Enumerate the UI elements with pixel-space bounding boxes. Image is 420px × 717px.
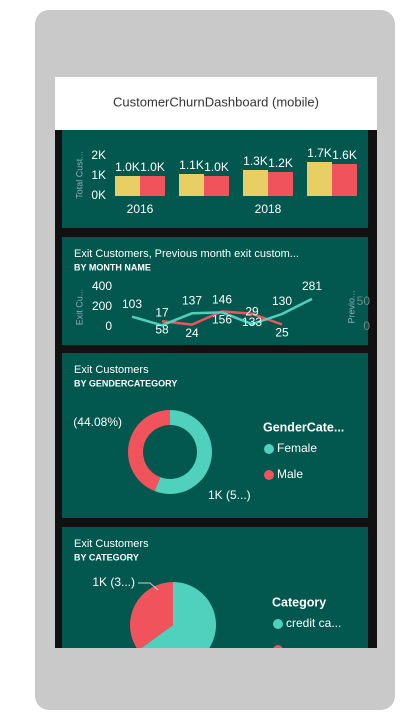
legend-label: Female xyxy=(277,441,317,455)
data-label: 130 xyxy=(272,294,292,308)
bar xyxy=(115,176,140,196)
tile-subtitle: BY CATEGORY xyxy=(74,552,139,562)
dashboard-title: CustomerChurnDashboard (mobile) xyxy=(113,94,319,109)
slice xyxy=(154,410,212,494)
slice xyxy=(127,410,170,492)
data-label: 137 xyxy=(182,293,202,307)
data-label: 1.7K xyxy=(307,146,332,160)
bar xyxy=(140,176,165,196)
x-tick-label: 2018 xyxy=(255,202,282,216)
bar xyxy=(204,176,229,196)
data-label: 103 xyxy=(122,297,142,311)
data-label: 1K (5...) xyxy=(208,488,251,502)
y-tick-label: 1K xyxy=(91,168,106,182)
tile-title: Exit Customers, Previous month exit cust… xyxy=(74,248,299,260)
slice xyxy=(141,582,216,648)
legend-marker xyxy=(273,645,283,648)
bar xyxy=(268,172,293,196)
bar xyxy=(179,174,204,196)
bar xyxy=(307,162,332,196)
y-tick-label: 2K xyxy=(91,148,106,162)
y-axis-title: Total Cust... xyxy=(74,151,84,199)
tile xyxy=(62,353,368,518)
tile-title: Exit Customers xyxy=(74,364,149,376)
bar xyxy=(332,164,357,196)
data-label: 1K (3...) xyxy=(92,575,135,589)
legend-marker xyxy=(264,444,274,454)
y-tick-label: 200 xyxy=(92,299,112,313)
data-label: 1.0K xyxy=(115,160,140,174)
data-label: 156 xyxy=(212,313,232,327)
slice xyxy=(130,582,173,648)
legend-marker xyxy=(264,470,274,480)
legend-label: credit ca... xyxy=(286,616,341,630)
legend-title: GenderCate... xyxy=(263,420,344,434)
tile-subtitle: BY GENDERCATEGORY xyxy=(74,378,177,388)
data-label: 58 xyxy=(155,322,169,336)
data-label: 1.0K xyxy=(204,160,229,174)
data-label: 1.2K xyxy=(268,156,293,170)
line xyxy=(131,297,313,327)
header xyxy=(55,77,377,130)
data-label: 17 xyxy=(155,305,169,319)
data-label: 1.6K xyxy=(332,148,357,162)
data-label: 281 xyxy=(302,279,322,293)
data-label: (44.08%) xyxy=(73,415,122,429)
y-axis-title: Exit Cu... xyxy=(74,289,84,326)
tile-subtitle: BY MONTH NAME xyxy=(74,262,151,272)
tile-title: Exit Customers xyxy=(74,538,149,550)
y-tick-label: 400 xyxy=(92,279,112,293)
data-label: 1.0K xyxy=(140,160,165,174)
tile xyxy=(62,237,368,345)
data-label: 24 xyxy=(185,326,199,340)
y2-tick-label: 0 xyxy=(363,319,370,333)
y2-axis-title: Previo... xyxy=(346,290,356,323)
data-label: 146 xyxy=(212,293,232,307)
legend-title: Category xyxy=(272,595,326,609)
legend-marker xyxy=(273,619,283,629)
y-tick-label: 0 xyxy=(105,319,112,333)
x-tick-label: 2016 xyxy=(127,202,154,216)
data-label: 133 xyxy=(242,315,262,329)
data-label: 25 xyxy=(275,326,289,340)
leader-line xyxy=(138,582,159,591)
y2-tick-label: 50 xyxy=(357,294,371,308)
bar xyxy=(243,170,268,196)
data-label: 1.3K xyxy=(243,154,268,168)
data-label: 29 xyxy=(245,304,259,318)
y-tick-label: 0K xyxy=(91,188,106,202)
legend-label: Male xyxy=(277,467,303,481)
data-label: 1.1K xyxy=(179,158,204,172)
